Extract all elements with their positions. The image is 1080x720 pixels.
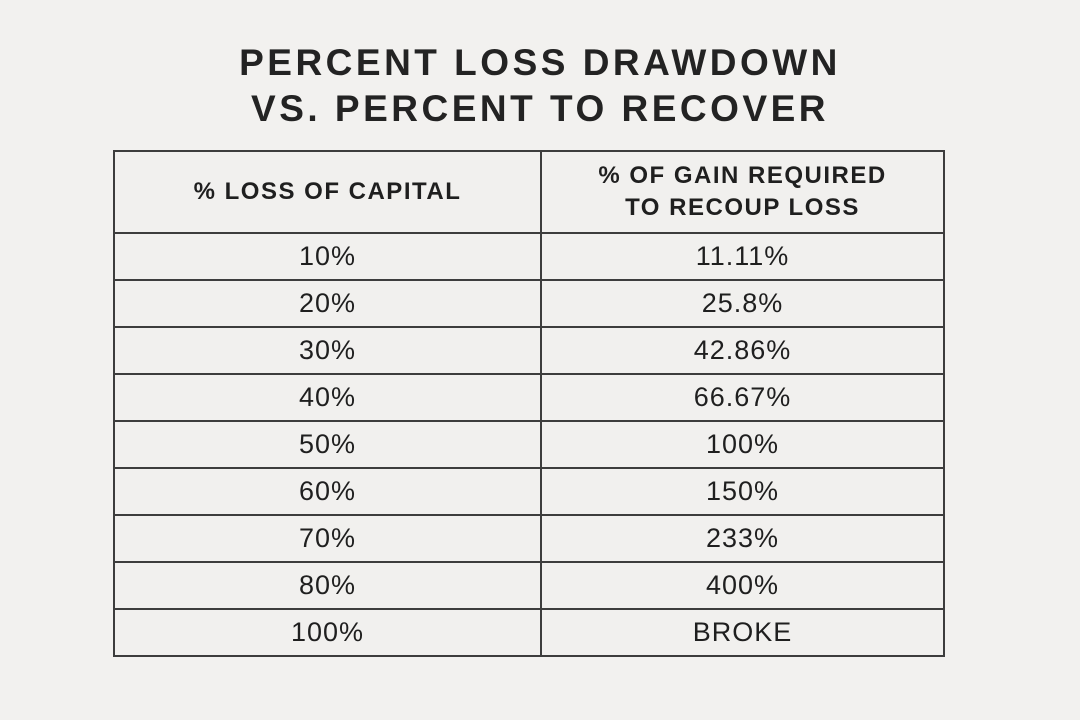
table-row: 100% BROKE xyxy=(113,608,945,657)
gain-cell: 150% xyxy=(540,467,945,516)
header-loss-of-capital: % LOSS OF CAPITAL xyxy=(113,150,542,234)
table-row: 70% 233% xyxy=(113,514,945,563)
table-row: 10% 11.11% xyxy=(113,232,945,281)
table-row: 30% 42.86% xyxy=(113,326,945,375)
loss-cell: 100% xyxy=(113,608,542,657)
gain-cell: 25.8% xyxy=(540,279,945,328)
gain-cell: 11.11% xyxy=(540,232,945,281)
table-row: 40% 66.67% xyxy=(113,373,945,422)
gain-cell: 66.67% xyxy=(540,373,945,422)
loss-cell: 40% xyxy=(113,373,542,422)
loss-cell: 80% xyxy=(113,561,542,610)
loss-cell: 60% xyxy=(113,467,542,516)
loss-cell: 20% xyxy=(113,279,542,328)
gain-cell: 100% xyxy=(540,420,945,469)
gain-cell: 42.86% xyxy=(540,326,945,375)
table-row: 60% 150% xyxy=(113,467,945,516)
page-title-line1: PERCENT LOSS DRAWDOWN xyxy=(239,42,841,83)
gain-cell: 400% xyxy=(540,561,945,610)
table-row: 50% 100% xyxy=(113,420,945,469)
header-row: % LOSS OF CAPITAL % OF GAIN REQUIRED TO … xyxy=(113,150,945,234)
gain-cell: BROKE xyxy=(540,608,945,657)
page-title-line2: VS. PERCENT TO RECOVER xyxy=(251,88,829,130)
table-body: 10% 11.11% 20% 25.8% 30% 42.86% 40% 66.67% 50% 10… xyxy=(113,232,945,657)
header-gain-required: % OF GAIN REQUIRED TO RECOUP LOSS xyxy=(540,150,945,234)
loss-cell: 70% xyxy=(113,514,542,563)
table-row: 20% 25.8% xyxy=(113,279,945,328)
page-title: PERCENT LOSS DRAWDOWN VS. PERCENT TO REC… xyxy=(0,40,1080,133)
gain-cell: 233% xyxy=(540,514,945,563)
loss-cell: 50% xyxy=(113,420,542,469)
table-row: 80% 400% xyxy=(113,561,945,610)
table-header: % LOSS OF CAPITAL % OF GAIN REQUIRED TO … xyxy=(113,150,945,234)
loss-cell: 10% xyxy=(113,232,542,281)
loss-cell: 30% xyxy=(113,326,542,375)
drawdown-table: % LOSS OF CAPITAL % OF GAIN REQUIRED TO … xyxy=(113,150,945,657)
